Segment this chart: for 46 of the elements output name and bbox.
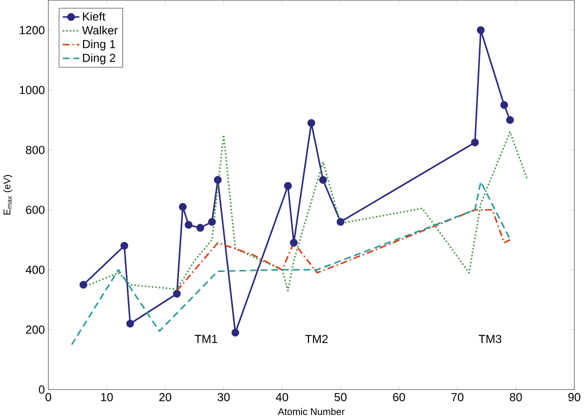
legend-label: Ding 1 [83, 40, 116, 50]
y-tick-label: 0 [38, 385, 44, 394]
y-axis-title: E$_{max}$ (eV) [3, 174, 12, 214]
point [284, 182, 292, 190]
point [506, 116, 514, 124]
point [120, 242, 128, 250]
point [126, 320, 134, 328]
point [80, 280, 88, 288]
x-tick-label: 80 [510, 392, 522, 402]
y-tick-label: 1000 [20, 86, 44, 94]
point [178, 202, 187, 211]
y-tick-label: 600 [26, 206, 44, 214]
point [208, 218, 216, 226]
point [214, 176, 222, 184]
y-tick-label: 1200 [20, 26, 44, 34]
y-tick-label: 200 [26, 325, 44, 334]
x-tick-label: 70 [452, 392, 464, 402]
x-tick-label: 50 [334, 392, 347, 402]
point [173, 290, 181, 298]
y-tick-label: 400 [26, 265, 44, 274]
point [196, 224, 204, 232]
x-tick-label: 10 [101, 392, 113, 402]
legend-label: Walker [82, 26, 118, 34]
point [290, 238, 298, 247]
x-tick-label: 90 [568, 392, 580, 402]
point [319, 176, 327, 184]
point [307, 118, 316, 127]
annotation: TM2 [305, 334, 328, 343]
legend-label: Ding 2 [83, 53, 116, 64]
point [476, 26, 485, 34]
point [231, 328, 240, 336]
line-series [70, 180, 511, 346]
point [184, 220, 192, 229]
x-tick-label: 60 [393, 392, 405, 402]
legend-label: Kieft [83, 12, 106, 20]
x-tick-label: 30 [218, 392, 230, 402]
point [336, 218, 344, 226]
x-axis-title: Atomic Number [278, 408, 345, 415]
x-tick-label: 40 [276, 392, 288, 402]
x-tick-label: 20 [159, 392, 172, 402]
x-tick-label: 0 [46, 392, 52, 402]
annotation: TM3 [478, 334, 502, 343]
point [471, 138, 479, 146]
annotation: TM1 [194, 334, 218, 343]
point [500, 100, 508, 109]
y-tick-label: 800 [26, 146, 44, 154]
